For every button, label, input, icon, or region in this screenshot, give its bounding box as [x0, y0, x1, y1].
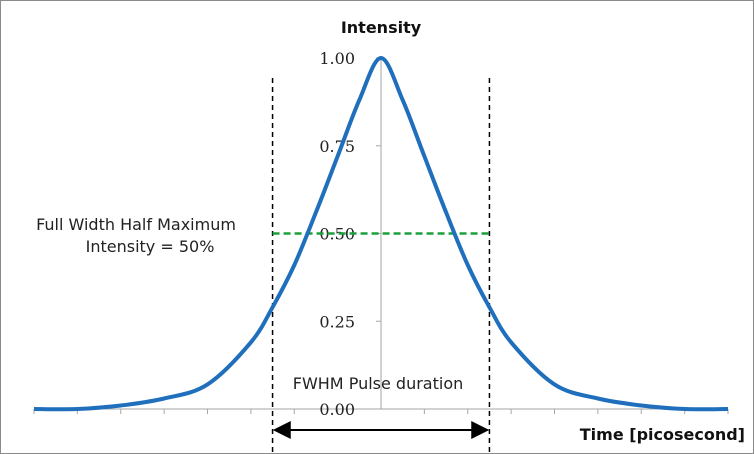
y-tick-label: 1.00: [319, 49, 355, 68]
intensity-curve: [33, 56, 729, 412]
y-tick-label: 0.50: [319, 225, 355, 244]
pulse-duration-label: FWHM Pulse duration: [293, 374, 464, 393]
y-tick-label: 0.75: [319, 137, 355, 156]
axes: 0.00 0.25 0.50 0.75 1.00: [33, 49, 729, 419]
y-axis-title: Intensity: [341, 18, 422, 37]
fwhm-label-line2: Intensity = 50%: [86, 237, 215, 256]
fwhm-label-line1: Full Width Half Maximum: [36, 215, 236, 234]
x-axis-title: Time [picosecond]: [580, 425, 745, 444]
y-tick-label: 0.00: [319, 400, 355, 419]
plot-area: [33, 56, 729, 452]
y-tick-label: 0.25: [319, 312, 355, 331]
